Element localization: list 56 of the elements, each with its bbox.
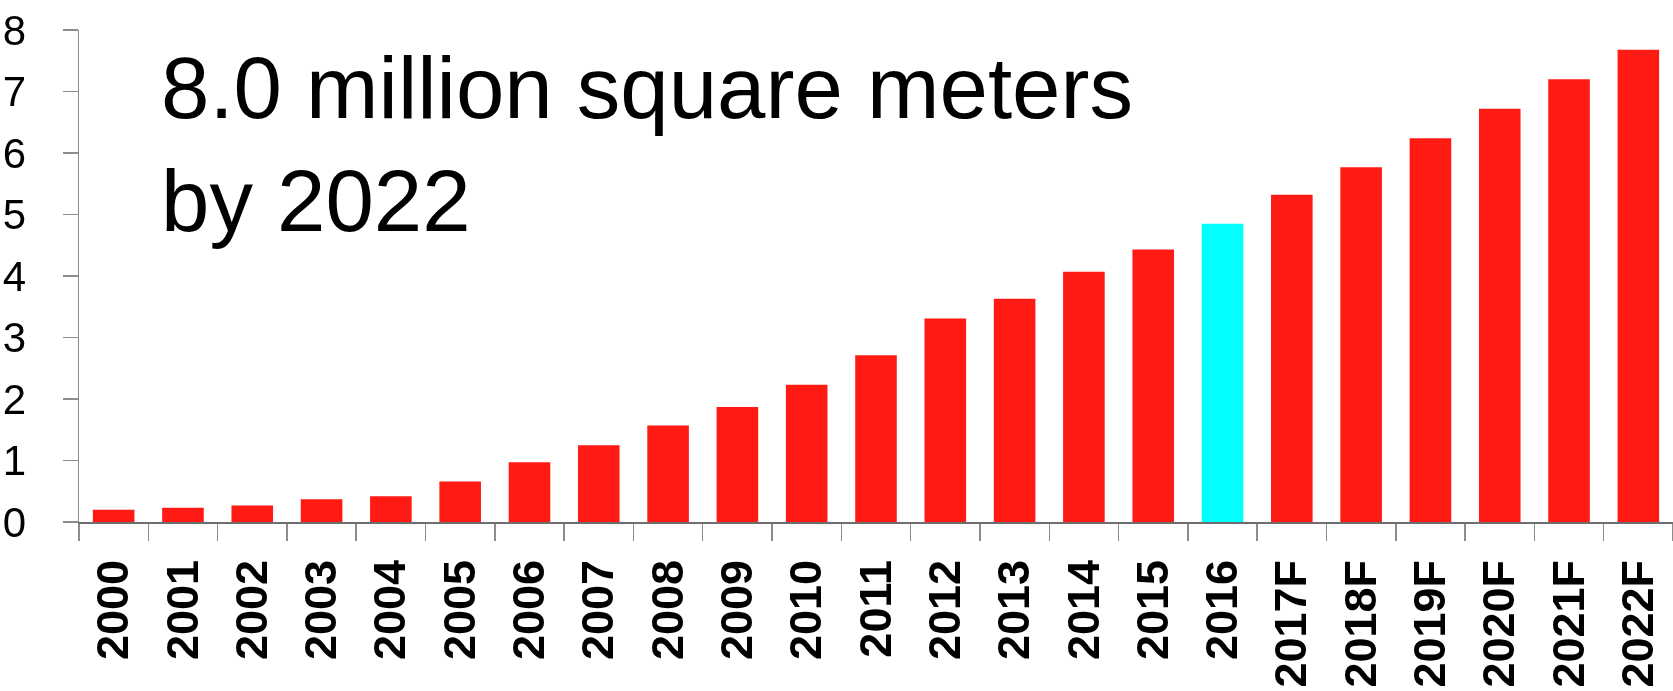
bar bbox=[370, 496, 412, 522]
bar bbox=[855, 355, 897, 522]
bar bbox=[439, 481, 481, 522]
x-tick-label: 2021F bbox=[1542, 560, 1594, 688]
bar bbox=[577, 445, 620, 522]
bar bbox=[785, 384, 828, 522]
x-tick-label: 2016 bbox=[1196, 560, 1248, 661]
x-tick-label: 2004 bbox=[364, 560, 416, 661]
bar bbox=[993, 298, 1036, 522]
bar bbox=[716, 407, 759, 522]
x-tick-label: 2013 bbox=[988, 560, 1040, 661]
x-tick-label: 2011 bbox=[849, 560, 901, 658]
x-tick-label: 2018F bbox=[1334, 560, 1386, 688]
y-tick-label: 1 bbox=[2, 437, 27, 485]
y-tick-label: 3 bbox=[2, 314, 27, 362]
bar bbox=[924, 318, 967, 522]
bar bbox=[92, 509, 135, 522]
y-tick-label: 0 bbox=[2, 498, 27, 546]
x-tick-label: 2001 bbox=[156, 560, 208, 661]
bar bbox=[1617, 49, 1660, 522]
x-tick-label: 2020F bbox=[1473, 560, 1525, 688]
text: 8.0 million square meters by 2022 bbox=[161, 39, 1133, 250]
bar bbox=[1132, 249, 1175, 522]
x-tick-label: 2008 bbox=[641, 560, 693, 661]
x-tick-label: 2014 bbox=[1057, 560, 1109, 661]
y-tick-label: 6 bbox=[2, 129, 27, 177]
x-tick-label: 2017F bbox=[1265, 560, 1317, 688]
bar bbox=[162, 507, 204, 522]
x-tick-label: 2015 bbox=[1126, 560, 1178, 661]
bar bbox=[1548, 79, 1590, 522]
y-tick-label: 4 bbox=[2, 252, 27, 300]
bar bbox=[1063, 271, 1105, 522]
y-tick-label: 2 bbox=[2, 375, 27, 423]
x-tick-label: 2012 bbox=[918, 560, 970, 661]
bar bbox=[1409, 138, 1452, 522]
y-tick-label: 8 bbox=[2, 6, 27, 54]
x-tick-label: 2010 bbox=[780, 560, 832, 661]
bar bbox=[1271, 194, 1313, 522]
bar bbox=[1478, 108, 1521, 522]
x-tick-label: 2019F bbox=[1404, 560, 1456, 688]
x-tick-label: 2005 bbox=[433, 560, 485, 661]
bar bbox=[647, 425, 689, 522]
x-tick-label: 2003 bbox=[295, 560, 347, 661]
bar bbox=[300, 499, 343, 522]
bar bbox=[1340, 167, 1382, 522]
x-tick-label: 2009 bbox=[711, 560, 763, 661]
x-tick-label: 2000 bbox=[87, 560, 139, 661]
x-tick-label: 2022F bbox=[1611, 560, 1663, 688]
x-tick-label: 2002 bbox=[225, 560, 277, 661]
bar bbox=[508, 462, 551, 522]
y-tick-label: 7 bbox=[2, 68, 27, 116]
x-tick-label: 2006 bbox=[503, 560, 555, 661]
bar bbox=[231, 505, 274, 522]
x-tick-label: 2007 bbox=[572, 560, 624, 661]
y-tick-label: 5 bbox=[2, 191, 27, 239]
bar bbox=[1201, 223, 1244, 522]
